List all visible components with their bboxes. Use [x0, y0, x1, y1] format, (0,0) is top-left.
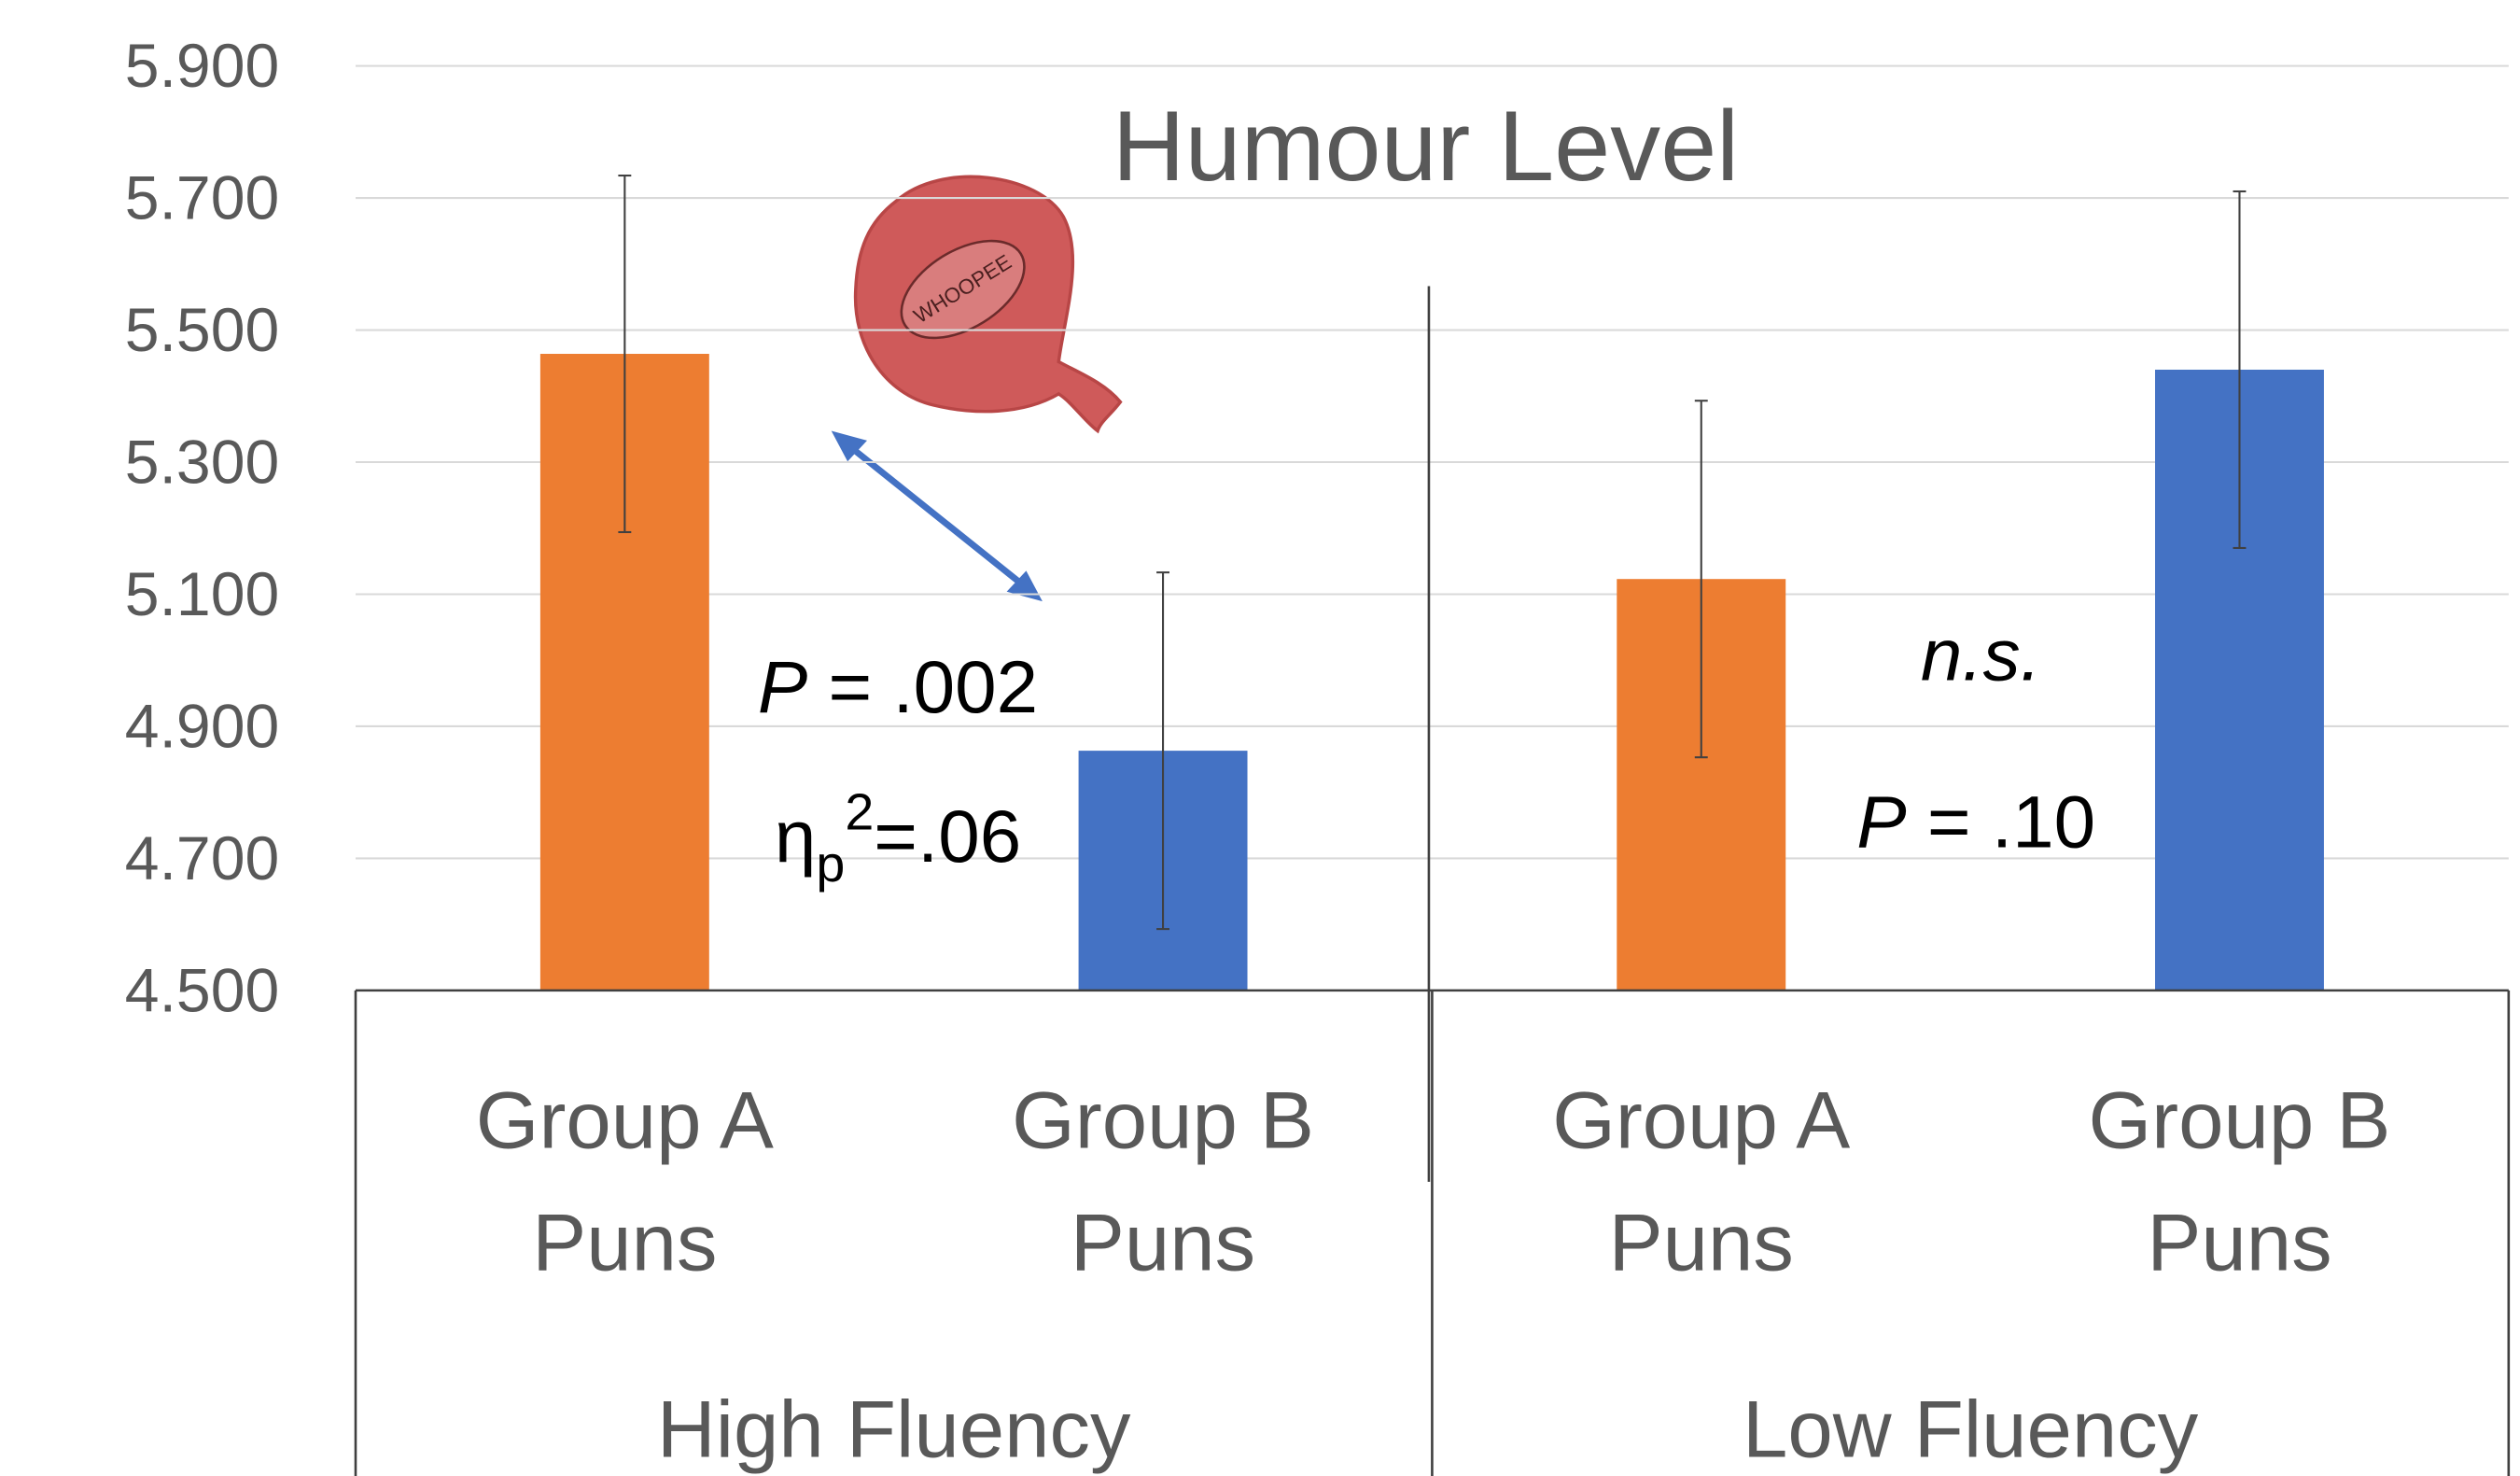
- annotation: P = .10: [1856, 780, 2095, 864]
- y-tick-label: 5.300: [125, 428, 279, 497]
- x-tick-label: Group B: [2089, 1076, 2391, 1166]
- y-tick-label: 4.500: [125, 956, 279, 1025]
- annotation: P = .002: [758, 645, 1038, 728]
- annotation-part: p: [816, 835, 845, 893]
- annotation: n.s.: [1921, 613, 2041, 696]
- y-tick-label: 5.700: [125, 163, 279, 232]
- y-tick-label: 4.900: [125, 692, 279, 761]
- x-tick-label: Group A: [476, 1076, 774, 1166]
- annotation-part: =.06: [874, 794, 1021, 878]
- y-tick-label: 5.900: [125, 31, 279, 100]
- page: Humour Level WHOOPEE 4.500 4.700 4.900 5.10…: [0, 0, 2520, 1476]
- x-tick-label: Group B: [1012, 1076, 1314, 1166]
- annotation-part: η: [775, 794, 817, 878]
- comparison-arrow: [832, 431, 1043, 602]
- group-label: Low Fluency: [1743, 1385, 2199, 1475]
- x-tick-label: Puns: [1071, 1199, 1255, 1288]
- annotation-part: P: [758, 645, 807, 728]
- annotation-part: n.s.: [1921, 613, 2041, 696]
- x-tick-label: Group A: [1552, 1076, 1850, 1166]
- group-label: High Fluency: [657, 1385, 1131, 1475]
- x-tick-label: Puns: [1609, 1199, 1794, 1288]
- y-tick-label: 5.500: [125, 295, 279, 364]
- x-tick-label: Puns: [532, 1199, 717, 1288]
- y-tick-label: 5.100: [125, 559, 279, 628]
- annotation-part: 2: [845, 783, 874, 841]
- annotation: ηp2=.06: [775, 783, 1021, 893]
- y-tick-label: 4.700: [125, 823, 279, 893]
- chart-title: Humour Level: [1113, 90, 1739, 201]
- annotation-part: P: [1856, 780, 1906, 864]
- whoopee-cushion: WHOOPEE: [856, 176, 1121, 430]
- annotation-part: = .10: [1907, 780, 2095, 864]
- chart: Humour Level WHOOPEE 4.500 4.700 4.900 5.10…: [0, 0, 2520, 1476]
- x-tick-label: Puns: [2147, 1199, 2331, 1288]
- annotation-part: = .002: [807, 645, 1038, 728]
- arrow-line: [852, 449, 1021, 584]
